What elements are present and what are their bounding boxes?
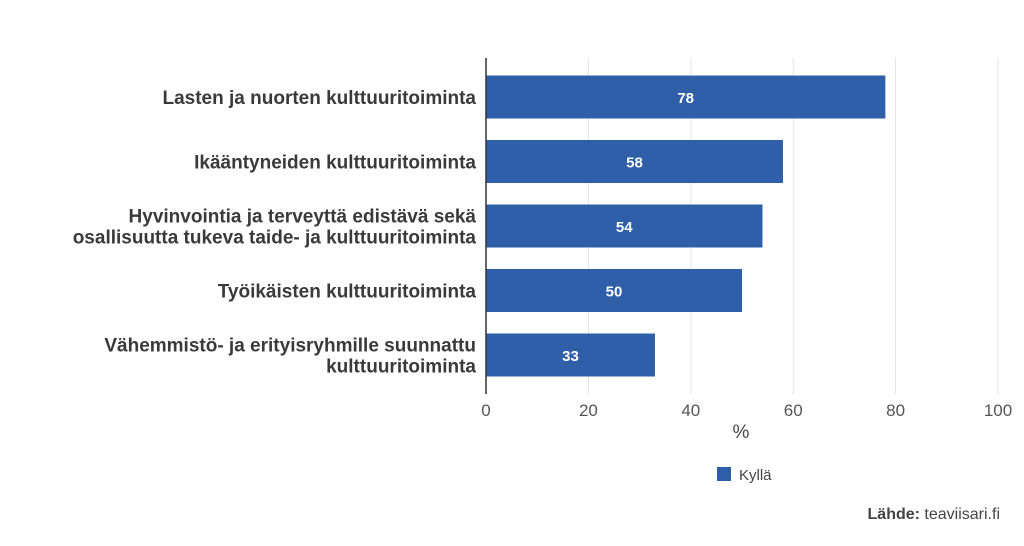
- legend-swatch: [717, 467, 731, 481]
- source-value: teaviisari.fi: [924, 506, 1000, 523]
- bar-value-label: 54: [616, 219, 633, 236]
- x-tick-label: 20: [579, 401, 598, 420]
- bar: [486, 204, 763, 248]
- category-label: Hyvinvointia ja terveyttä edistävä sekä: [129, 207, 477, 228]
- category-labels: Lasten ja nuorten kulttuuritoiminta Ikään…: [73, 88, 477, 378]
- x-tick-label: 80: [886, 401, 905, 420]
- bar: [486, 269, 742, 312]
- source-label: Lähde:: [867, 506, 920, 523]
- x-tick-label: 40: [681, 401, 700, 420]
- category-label: osallisuutta tukeva taide- ja kulttuurit…: [73, 228, 477, 249]
- category-label: kulttuuritoiminta: [326, 357, 476, 378]
- bar: [486, 75, 886, 119]
- category-label: Lasten ja nuorten kulttuuritoiminta: [162, 88, 476, 109]
- bar: [486, 333, 655, 377]
- x-tick-label: 60: [784, 401, 803, 420]
- bar-value-label: 50: [606, 284, 623, 301]
- x-tick-label: 100: [984, 401, 1012, 420]
- bars: 78 58 54 50 33: [486, 75, 886, 377]
- x-tick-label: 0: [481, 401, 490, 420]
- bar: [486, 140, 783, 183]
- x-tick-labels: 0 20 40 60 80 100: [481, 401, 1012, 420]
- legend-label: Kyllä: [739, 467, 772, 484]
- category-label: Ikääntyneiden kulttuuritoiminta: [194, 153, 476, 174]
- source-note: Lähde: teaviisari.fi: [868, 506, 1000, 524]
- bar-value-label: 78: [677, 90, 694, 107]
- x-axis-title: %: [733, 422, 750, 443]
- legend: Kyllä: [717, 467, 772, 484]
- category-label: Työikäisten kulttuuritoiminta: [218, 282, 477, 303]
- bar-value-label: 33: [562, 348, 579, 365]
- category-label: Vähemmistö- ja erityisryhmille suunnattu: [104, 336, 476, 357]
- bar-value-label: 58: [626, 155, 643, 172]
